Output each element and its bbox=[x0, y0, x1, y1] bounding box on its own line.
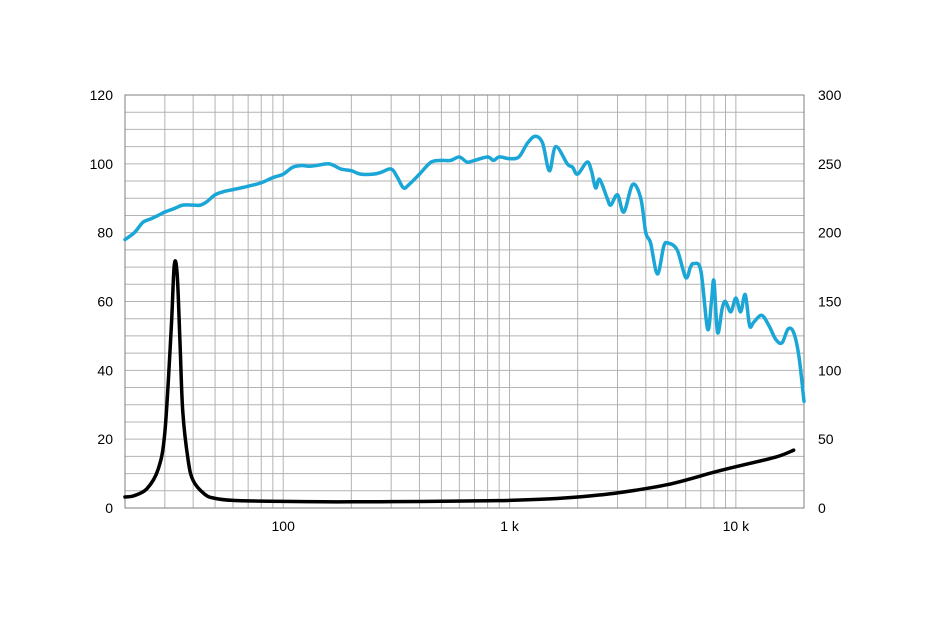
left-y-tick-label: 0 bbox=[105, 500, 113, 516]
x-tick-label: 1 k bbox=[500, 518, 520, 534]
impedance-line bbox=[123, 259, 796, 504]
plot-area-border bbox=[124, 94, 805, 509]
right-y-tick-label: 50 bbox=[818, 431, 834, 447]
left-y-tick-label: 100 bbox=[90, 156, 114, 172]
x-tick-label: 100 bbox=[272, 518, 296, 534]
left-y-tick-label: 60 bbox=[97, 294, 113, 310]
spl-response-line bbox=[123, 134, 806, 404]
right-y-tick-label: 0 bbox=[818, 500, 826, 516]
right-y-tick-label: 300 bbox=[818, 87, 842, 103]
left-y-tick-label: 20 bbox=[97, 431, 113, 447]
right-y-tick-label: 250 bbox=[818, 156, 842, 172]
x-tick-label: 10 k bbox=[723, 518, 750, 534]
left-y-tick-label: 80 bbox=[97, 225, 113, 241]
x-axis: 100 1 k 10 k bbox=[272, 518, 751, 534]
left-y-tick-label: 120 bbox=[90, 87, 114, 103]
right-y-tick-label: 100 bbox=[818, 362, 842, 378]
right-y-tick-label: 150 bbox=[818, 294, 842, 310]
right-y-axis: 0 50 100 150 200 250 300 bbox=[818, 87, 842, 516]
left-y-axis: 0 20 40 60 80 100 120 bbox=[90, 87, 114, 516]
grid bbox=[125, 95, 804, 508]
right-y-tick-label: 200 bbox=[818, 225, 842, 241]
left-y-tick-label: 40 bbox=[97, 362, 113, 378]
series-group bbox=[123, 134, 806, 504]
